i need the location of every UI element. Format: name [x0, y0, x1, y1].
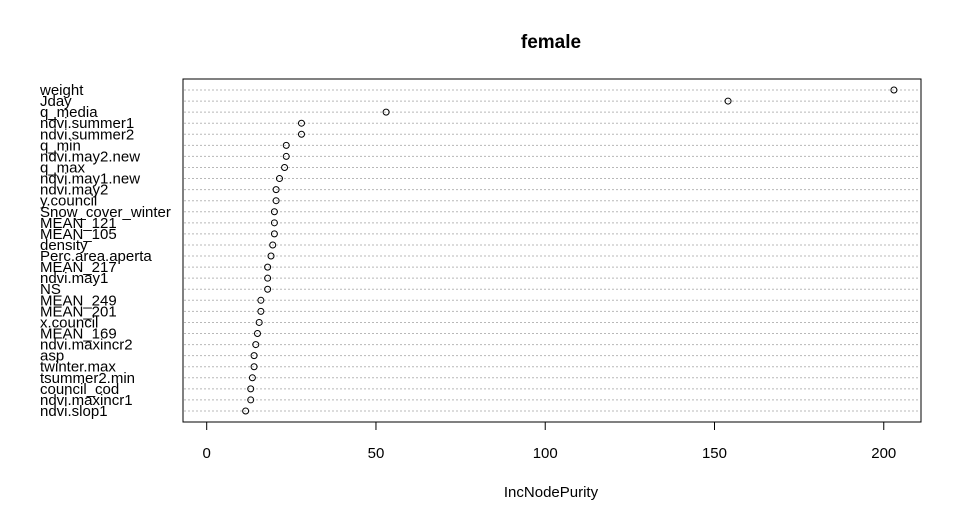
x-tick-label: 0 — [203, 445, 211, 462]
row-label: ndvi.may1 — [40, 270, 108, 287]
data-point — [297, 119, 305, 127]
row-label: MEAN_201 — [40, 303, 117, 320]
row-label: ndvi.slop1 — [40, 403, 108, 420]
x-axis: 0 50 100 150 200 — [203, 422, 896, 462]
row-label: density — [40, 237, 88, 254]
row-label: y.council — [40, 193, 97, 210]
row-label: ndvi.maxincr2 — [40, 337, 133, 354]
data-point — [247, 385, 255, 393]
data-points — [242, 86, 898, 415]
row-label: Perc.area.aperta — [40, 248, 152, 265]
data-point — [264, 263, 272, 271]
row-label: ndvi.may2.new — [40, 148, 140, 165]
row-label: ndvi.may2 — [40, 182, 108, 199]
row-label: council_cod — [40, 381, 119, 398]
data-point — [281, 163, 289, 171]
row-label: Snow_cover_winter — [40, 204, 171, 221]
row-label: q_min — [40, 137, 81, 154]
data-point — [272, 197, 280, 205]
row-label: MEAN_249 — [40, 292, 117, 309]
x-tick-label: 100 — [533, 445, 558, 462]
row-labels: weightJdayq_mediandvi.summer1ndvi.summer… — [39, 82, 171, 420]
data-point — [282, 141, 290, 149]
data-point — [264, 274, 272, 282]
plot-frame — [182, 78, 922, 423]
data-point — [275, 175, 283, 183]
x-tick-label: 50 — [368, 445, 385, 462]
data-point — [270, 208, 278, 216]
row-label: q_max — [40, 159, 86, 176]
row-label: tsummer2.min — [40, 370, 135, 387]
data-point — [272, 186, 280, 194]
row-label: twinter.max — [40, 359, 116, 376]
row-label: Jday — [40, 93, 72, 110]
data-point — [257, 296, 265, 304]
row-label: x.council — [40, 314, 98, 331]
row-label: MEAN_217 — [40, 259, 117, 276]
row-label: MEAN_121 — [40, 215, 117, 232]
data-point — [264, 285, 272, 293]
data-point — [267, 252, 275, 260]
x-tick-label: 200 — [871, 445, 896, 462]
data-point — [250, 352, 258, 360]
row-label: ndvi.summer1 — [40, 115, 134, 132]
row-label: q_media — [40, 104, 98, 121]
row-label: MEAN_169 — [40, 326, 117, 343]
row-label: MEAN_105 — [40, 226, 117, 243]
row-label: ndvi.may1.new — [40, 171, 140, 188]
x-axis-label: IncNodePurity — [504, 484, 599, 501]
data-point — [255, 318, 263, 326]
row-label: ndvi.maxincr1 — [40, 392, 133, 409]
row-label: ndvi.summer2 — [40, 126, 134, 143]
data-point — [382, 108, 390, 116]
data-point — [257, 307, 265, 315]
data-point — [253, 330, 261, 338]
data-point — [297, 130, 305, 138]
data-point — [270, 230, 278, 238]
data-point — [248, 374, 256, 382]
data-point — [242, 407, 250, 415]
data-point — [282, 152, 290, 160]
data-point — [724, 97, 732, 105]
grid-lines — [184, 89, 920, 412]
row-label: NS — [40, 281, 61, 298]
chart-title: female — [521, 32, 581, 53]
x-tick-label: 150 — [702, 445, 727, 462]
data-point — [270, 219, 278, 227]
data-point — [890, 86, 898, 94]
data-point — [269, 241, 277, 249]
data-point — [247, 396, 255, 404]
data-point — [252, 341, 260, 349]
row-label: weight — [39, 82, 84, 99]
data-point — [250, 363, 258, 371]
row-label: asp — [40, 348, 64, 365]
